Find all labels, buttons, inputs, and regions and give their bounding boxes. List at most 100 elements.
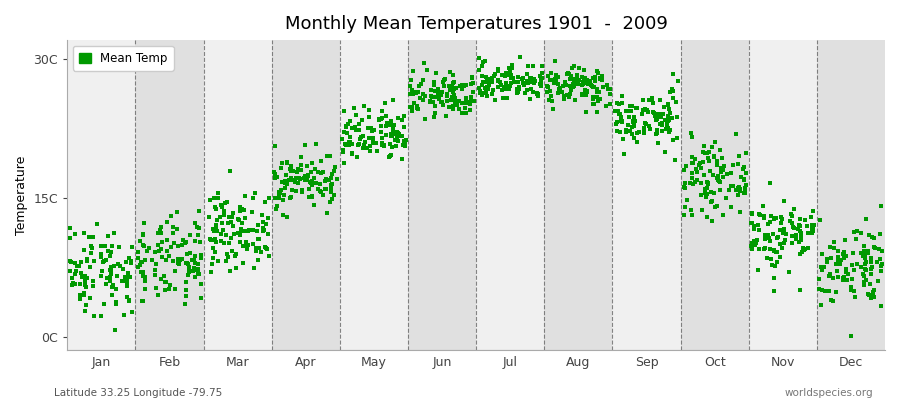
Point [709, 203, 724, 209]
Point [101, 232, 115, 239]
Point [776, 230, 790, 236]
Point [683, 207, 698, 214]
Point [738, 170, 752, 176]
Point [383, 133, 398, 139]
Point [491, 84, 505, 90]
Point [80, 256, 94, 262]
Point [615, 100, 629, 106]
Point [585, 84, 599, 90]
Point [793, 287, 807, 294]
Point [440, 98, 454, 104]
Point [771, 234, 786, 240]
Point [845, 262, 859, 268]
Text: Latitude 33.25 Longitude -79.75: Latitude 33.25 Longitude -79.75 [54, 388, 222, 398]
Point [823, 244, 837, 250]
Point [275, 179, 290, 185]
Point [361, 124, 375, 131]
Point [242, 227, 256, 234]
Point [215, 220, 230, 226]
Point [212, 189, 226, 196]
Point [513, 54, 527, 61]
Point [500, 70, 514, 76]
Point [285, 186, 300, 193]
Point [465, 80, 480, 86]
Point [744, 220, 759, 226]
Point [707, 139, 722, 146]
Point [411, 83, 426, 89]
Point [701, 149, 716, 155]
Point [783, 211, 797, 218]
Point [176, 237, 190, 243]
Point [507, 79, 521, 85]
Point [553, 86, 567, 92]
Point [644, 126, 658, 132]
Point [747, 226, 761, 232]
Point [623, 103, 637, 109]
Point [352, 127, 366, 133]
Point [118, 274, 132, 280]
Point [731, 192, 745, 198]
Point [560, 70, 574, 77]
Point [874, 203, 888, 210]
Point [192, 225, 206, 232]
Point [454, 110, 469, 116]
Point [793, 223, 807, 230]
Point [191, 260, 205, 267]
Point [252, 245, 266, 252]
Point [814, 264, 828, 270]
Point [695, 207, 709, 213]
Point [362, 106, 376, 113]
Point [454, 82, 469, 88]
Point [724, 169, 738, 176]
Point [119, 277, 133, 284]
Point [505, 65, 519, 72]
Point [711, 173, 725, 180]
Point [349, 127, 364, 134]
Point [356, 132, 371, 139]
Point [472, 66, 487, 73]
Point [775, 245, 789, 251]
Point [291, 180, 305, 186]
Point [584, 82, 598, 88]
Point [246, 241, 260, 247]
Point [711, 176, 725, 183]
Point [345, 125, 359, 132]
Point [313, 157, 328, 164]
Point [439, 113, 454, 119]
Point [379, 132, 393, 138]
Point [352, 141, 366, 148]
Point [305, 181, 320, 188]
Point [650, 130, 664, 136]
Point [688, 156, 703, 162]
Point [618, 127, 633, 134]
Point [211, 195, 225, 201]
Point [663, 110, 678, 116]
Point [452, 106, 466, 112]
Point [516, 80, 530, 86]
Point [724, 204, 739, 210]
Point [521, 62, 535, 69]
Point [641, 109, 655, 115]
Point [767, 248, 781, 254]
Point [230, 265, 244, 271]
Point [247, 194, 261, 201]
Point [696, 158, 710, 165]
Point [706, 190, 721, 196]
Point [736, 176, 751, 183]
Point [300, 162, 314, 169]
Point [301, 177, 315, 184]
Point [549, 72, 563, 78]
Point [832, 274, 846, 280]
Point [609, 128, 624, 134]
Point [308, 166, 322, 173]
Point [786, 219, 800, 226]
Point [277, 192, 292, 198]
Point [235, 206, 249, 212]
Point [831, 254, 845, 261]
Point [230, 230, 245, 236]
Point [690, 168, 705, 175]
Point [314, 170, 328, 176]
Point [555, 89, 570, 95]
Point [86, 283, 100, 289]
Point [136, 298, 150, 304]
